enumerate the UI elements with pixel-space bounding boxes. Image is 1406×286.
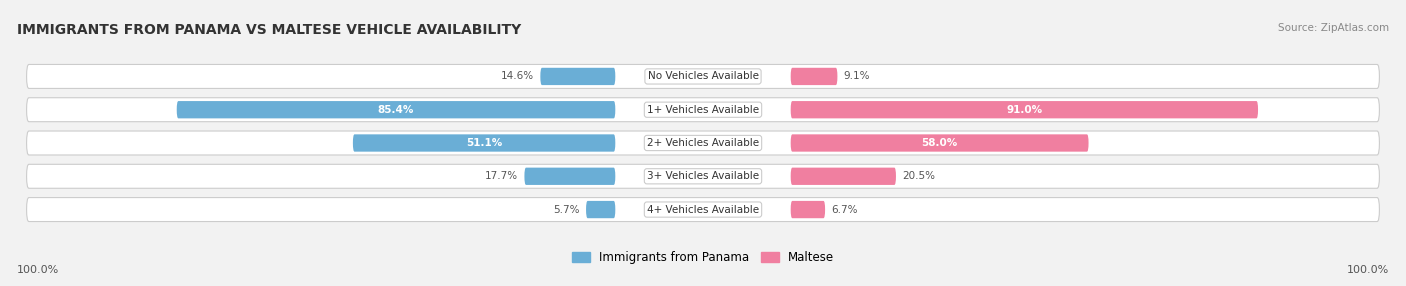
FancyBboxPatch shape (353, 134, 616, 152)
Text: 17.7%: 17.7% (485, 171, 519, 181)
Text: No Vehicles Available: No Vehicles Available (648, 72, 758, 82)
Text: 9.1%: 9.1% (844, 72, 870, 82)
Text: 100.0%: 100.0% (17, 265, 59, 275)
FancyBboxPatch shape (27, 198, 1379, 222)
FancyBboxPatch shape (586, 201, 616, 218)
Text: 3+ Vehicles Available: 3+ Vehicles Available (647, 171, 759, 181)
Text: 2+ Vehicles Available: 2+ Vehicles Available (647, 138, 759, 148)
FancyBboxPatch shape (27, 131, 1379, 155)
Text: 5.7%: 5.7% (554, 204, 579, 214)
FancyBboxPatch shape (790, 101, 1258, 118)
FancyBboxPatch shape (790, 201, 825, 218)
Text: 1+ Vehicles Available: 1+ Vehicles Available (647, 105, 759, 115)
Text: 20.5%: 20.5% (903, 171, 935, 181)
Text: 6.7%: 6.7% (831, 204, 858, 214)
Text: 14.6%: 14.6% (501, 72, 534, 82)
FancyBboxPatch shape (790, 68, 838, 85)
Text: 4+ Vehicles Available: 4+ Vehicles Available (647, 204, 759, 214)
Text: Source: ZipAtlas.com: Source: ZipAtlas.com (1278, 23, 1389, 33)
Text: 100.0%: 100.0% (1347, 265, 1389, 275)
FancyBboxPatch shape (524, 168, 616, 185)
Text: 51.1%: 51.1% (465, 138, 502, 148)
FancyBboxPatch shape (540, 68, 616, 85)
Text: 58.0%: 58.0% (921, 138, 957, 148)
FancyBboxPatch shape (790, 168, 896, 185)
Text: 91.0%: 91.0% (1007, 105, 1042, 115)
Text: 85.4%: 85.4% (378, 105, 415, 115)
Text: IMMIGRANTS FROM PANAMA VS MALTESE VEHICLE AVAILABILITY: IMMIGRANTS FROM PANAMA VS MALTESE VEHICL… (17, 23, 522, 37)
FancyBboxPatch shape (27, 64, 1379, 88)
FancyBboxPatch shape (27, 98, 1379, 122)
FancyBboxPatch shape (790, 134, 1088, 152)
Legend: Immigrants from Panama, Maltese: Immigrants from Panama, Maltese (567, 247, 839, 269)
FancyBboxPatch shape (27, 164, 1379, 188)
FancyBboxPatch shape (177, 101, 616, 118)
